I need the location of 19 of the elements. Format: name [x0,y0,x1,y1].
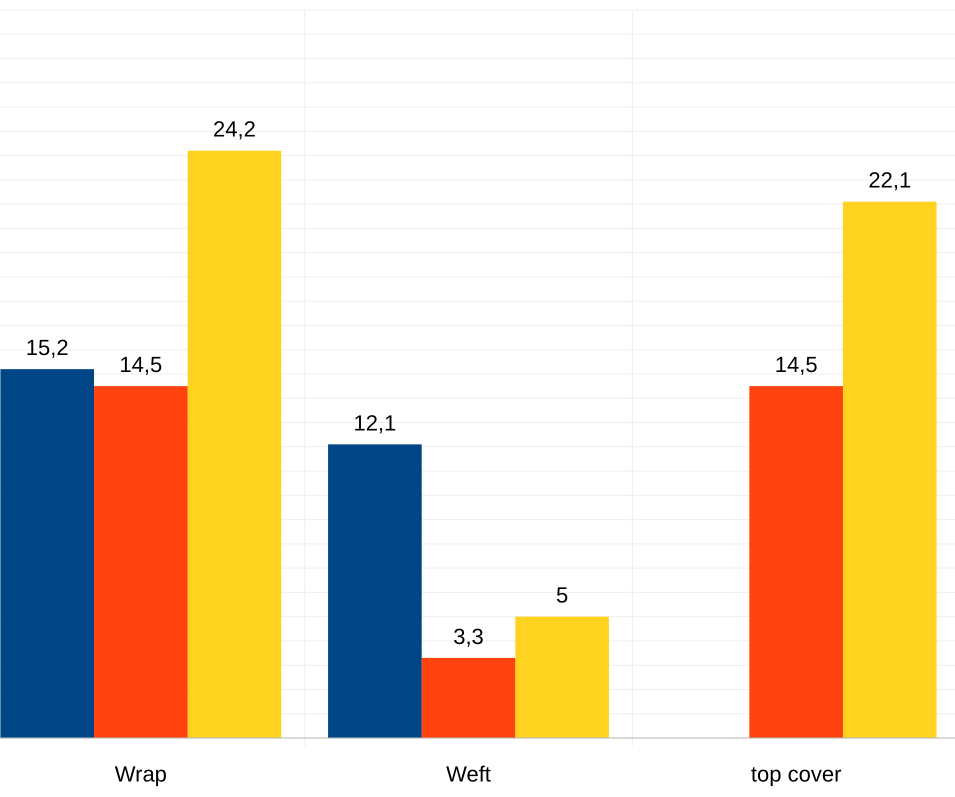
bar [94,386,188,738]
bar [515,616,609,738]
bar [0,369,94,738]
data-label: 3,3 [453,624,484,649]
x-tick-label: Wrap [114,762,167,787]
x-tick-label: top cover [750,762,842,787]
data-label: 5 [556,582,568,608]
bar [842,202,937,738]
data-label: 12,1 [353,410,396,436]
data-label: 24,2 [213,116,256,142]
data-label: 22,1 [868,168,912,193]
bar [749,386,843,738]
bar [188,150,282,738]
bar [422,658,516,738]
data-label: 15,2 [26,335,69,360]
x-tick-label: Weft [446,762,491,787]
data-label: 14,5 [774,352,818,378]
bar [328,444,422,738]
data-label: 14,5 [119,352,162,378]
